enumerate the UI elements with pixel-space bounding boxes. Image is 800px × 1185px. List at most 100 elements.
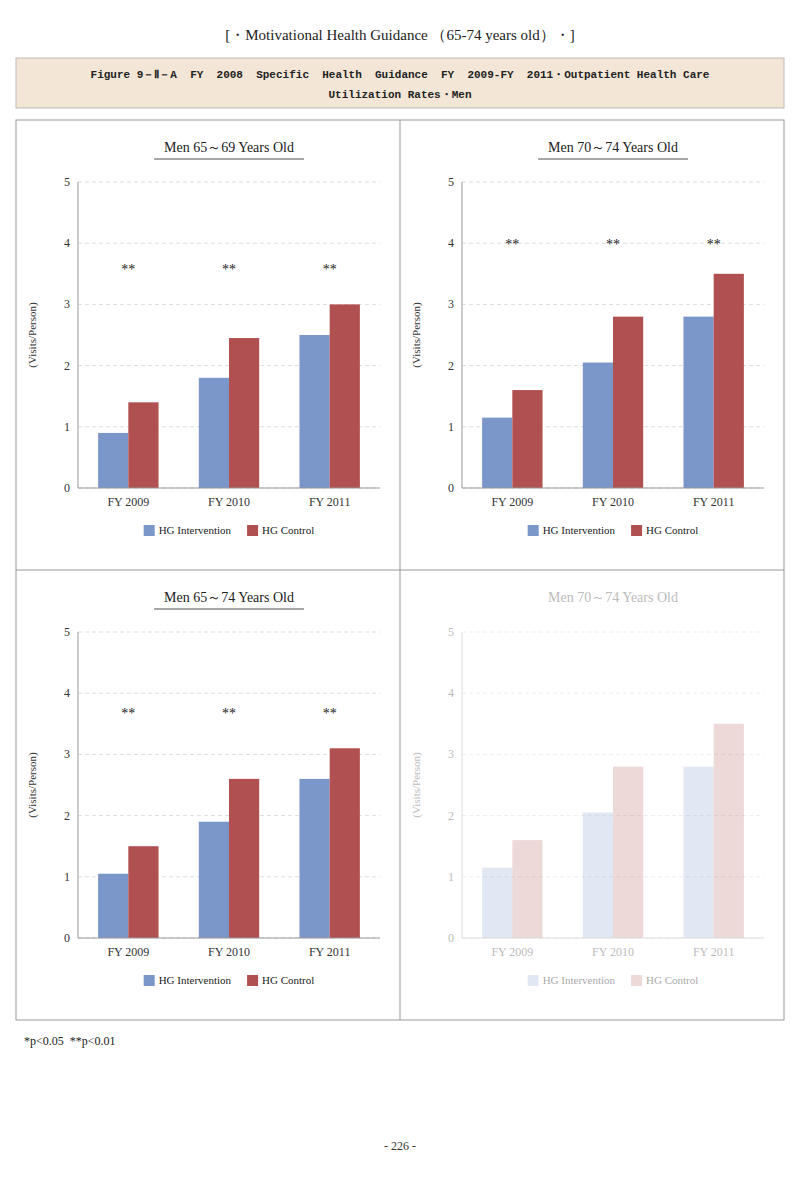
footnote: *p<0.05 **p<0.01 [24,1034,116,1048]
y-tick-label: 4 [64,236,70,250]
bar [613,317,643,488]
y-axis [462,182,463,488]
x-tick-label: FY 2010 [592,945,634,959]
grid-line [78,938,380,939]
y-tick-label: 1 [448,420,454,434]
y-tick-label: 3 [448,297,454,311]
chart-title: Men 65～74 Years Old [164,590,294,605]
y-axis [78,632,79,938]
bars [482,724,744,938]
subtitle-banner [16,58,784,108]
chart-title: Men 70～74 Years Old [548,140,678,155]
bars [98,748,360,938]
bar [98,874,128,938]
legend: HG InterventionHG Control [144,974,315,986]
main-title: [・Motivational Health Guidance （65-74 ye… [225,27,575,43]
bar [98,433,128,488]
bar [330,748,360,938]
grid-line [462,182,764,183]
significance: ** [323,706,337,721]
bars [98,304,360,488]
y-tick-label: 0 [448,931,454,945]
bar [330,304,360,488]
legend-swatch [528,525,539,536]
y-tick-label: 0 [448,481,454,495]
chart-title: Men 65～69 Years Old [164,140,294,155]
x-tick-label: FY 2011 [693,945,734,959]
x-tick-label: FY 2010 [208,495,250,509]
y-tick-label: 4 [448,236,454,250]
bar [229,338,259,488]
x-tick-label: FY 2009 [491,945,533,959]
y-tick-label: 2 [64,809,70,823]
y-tick-label: 1 [64,420,70,434]
grid-line [462,693,764,694]
bar [714,274,744,488]
bar [512,840,542,938]
y-tick-label: 0 [64,481,70,495]
x-tick-label: FY 2009 [491,495,533,509]
x-tick-label: FY 2010 [208,945,250,959]
bars [482,274,744,488]
grid-line [78,488,380,489]
y-tick-label: 3 [64,747,70,761]
legend: HG InterventionHG Control [144,524,315,536]
grid-line [462,632,764,633]
chart: Men 70～74 Years Old012345FY 2009FY 2010F… [410,590,764,986]
grid-line [78,632,380,633]
legend-swatch [528,975,539,986]
y-tick-label: 2 [64,359,70,373]
bar [683,767,713,938]
bar [229,779,259,938]
x-tick-label: FY 2011 [309,495,350,509]
bar [128,846,158,938]
y-tick-label: 5 [448,175,454,189]
x-tick-label: FY 2009 [107,495,149,509]
legend-swatch [144,525,155,536]
grid-line [462,938,764,939]
legend-label: HG Intervention [543,974,616,986]
significance: ** [606,237,620,252]
x-tick-label: FY 2010 [592,495,634,509]
significance: ** [505,237,519,252]
bar [512,390,542,488]
bar [613,767,643,938]
grid-line [462,488,764,489]
y-tick-label: 3 [64,297,70,311]
bar [583,813,613,938]
legend: HG InterventionHG Control [528,974,699,986]
subtitle: Figure 9－Ⅱ－A FY 2008 Specific Health Gui… [91,69,710,81]
legend-label: HG Intervention [159,524,232,536]
legend-swatch [247,975,258,986]
bar [714,724,744,938]
x-axis [78,488,380,489]
y-tick-label: 2 [448,809,454,823]
bar [683,317,713,488]
legend-swatch [247,525,258,536]
legend-swatch [631,975,642,986]
significance: ** [222,262,236,277]
y-tick-label: 3 [448,747,454,761]
x-tick-label: FY 2011 [693,495,734,509]
y-axis-label: (Visits/Person) [26,302,39,368]
bar [482,418,512,488]
legend-swatch [144,975,155,986]
grid-line [78,182,380,183]
y-axis-label: (Visits/Person) [410,752,423,818]
bar [299,779,329,938]
y-tick-label: 0 [64,931,70,945]
chart: Men 65～69 Years Old 0 1 2 3 4 5 FY 2009 FY 2010 F… [26,140,380,536]
bar [482,868,512,938]
legend: HG InterventionHG Control [528,524,699,536]
y-axis-label: (Visits/Person) [26,752,39,818]
chart-title: Men 70～74 Years Old [548,590,678,605]
legend-label: HG Intervention [543,524,616,536]
y-tick-label: 5 [64,175,70,189]
legend-label: HG Intervention [159,974,232,986]
significance: ** [323,262,337,277]
significance: ** [222,706,236,721]
y-tick-label: 4 [64,686,70,700]
subtitle: Utilization Rates・Men [328,89,471,101]
x-axis [462,938,764,939]
grid-line [78,693,380,694]
